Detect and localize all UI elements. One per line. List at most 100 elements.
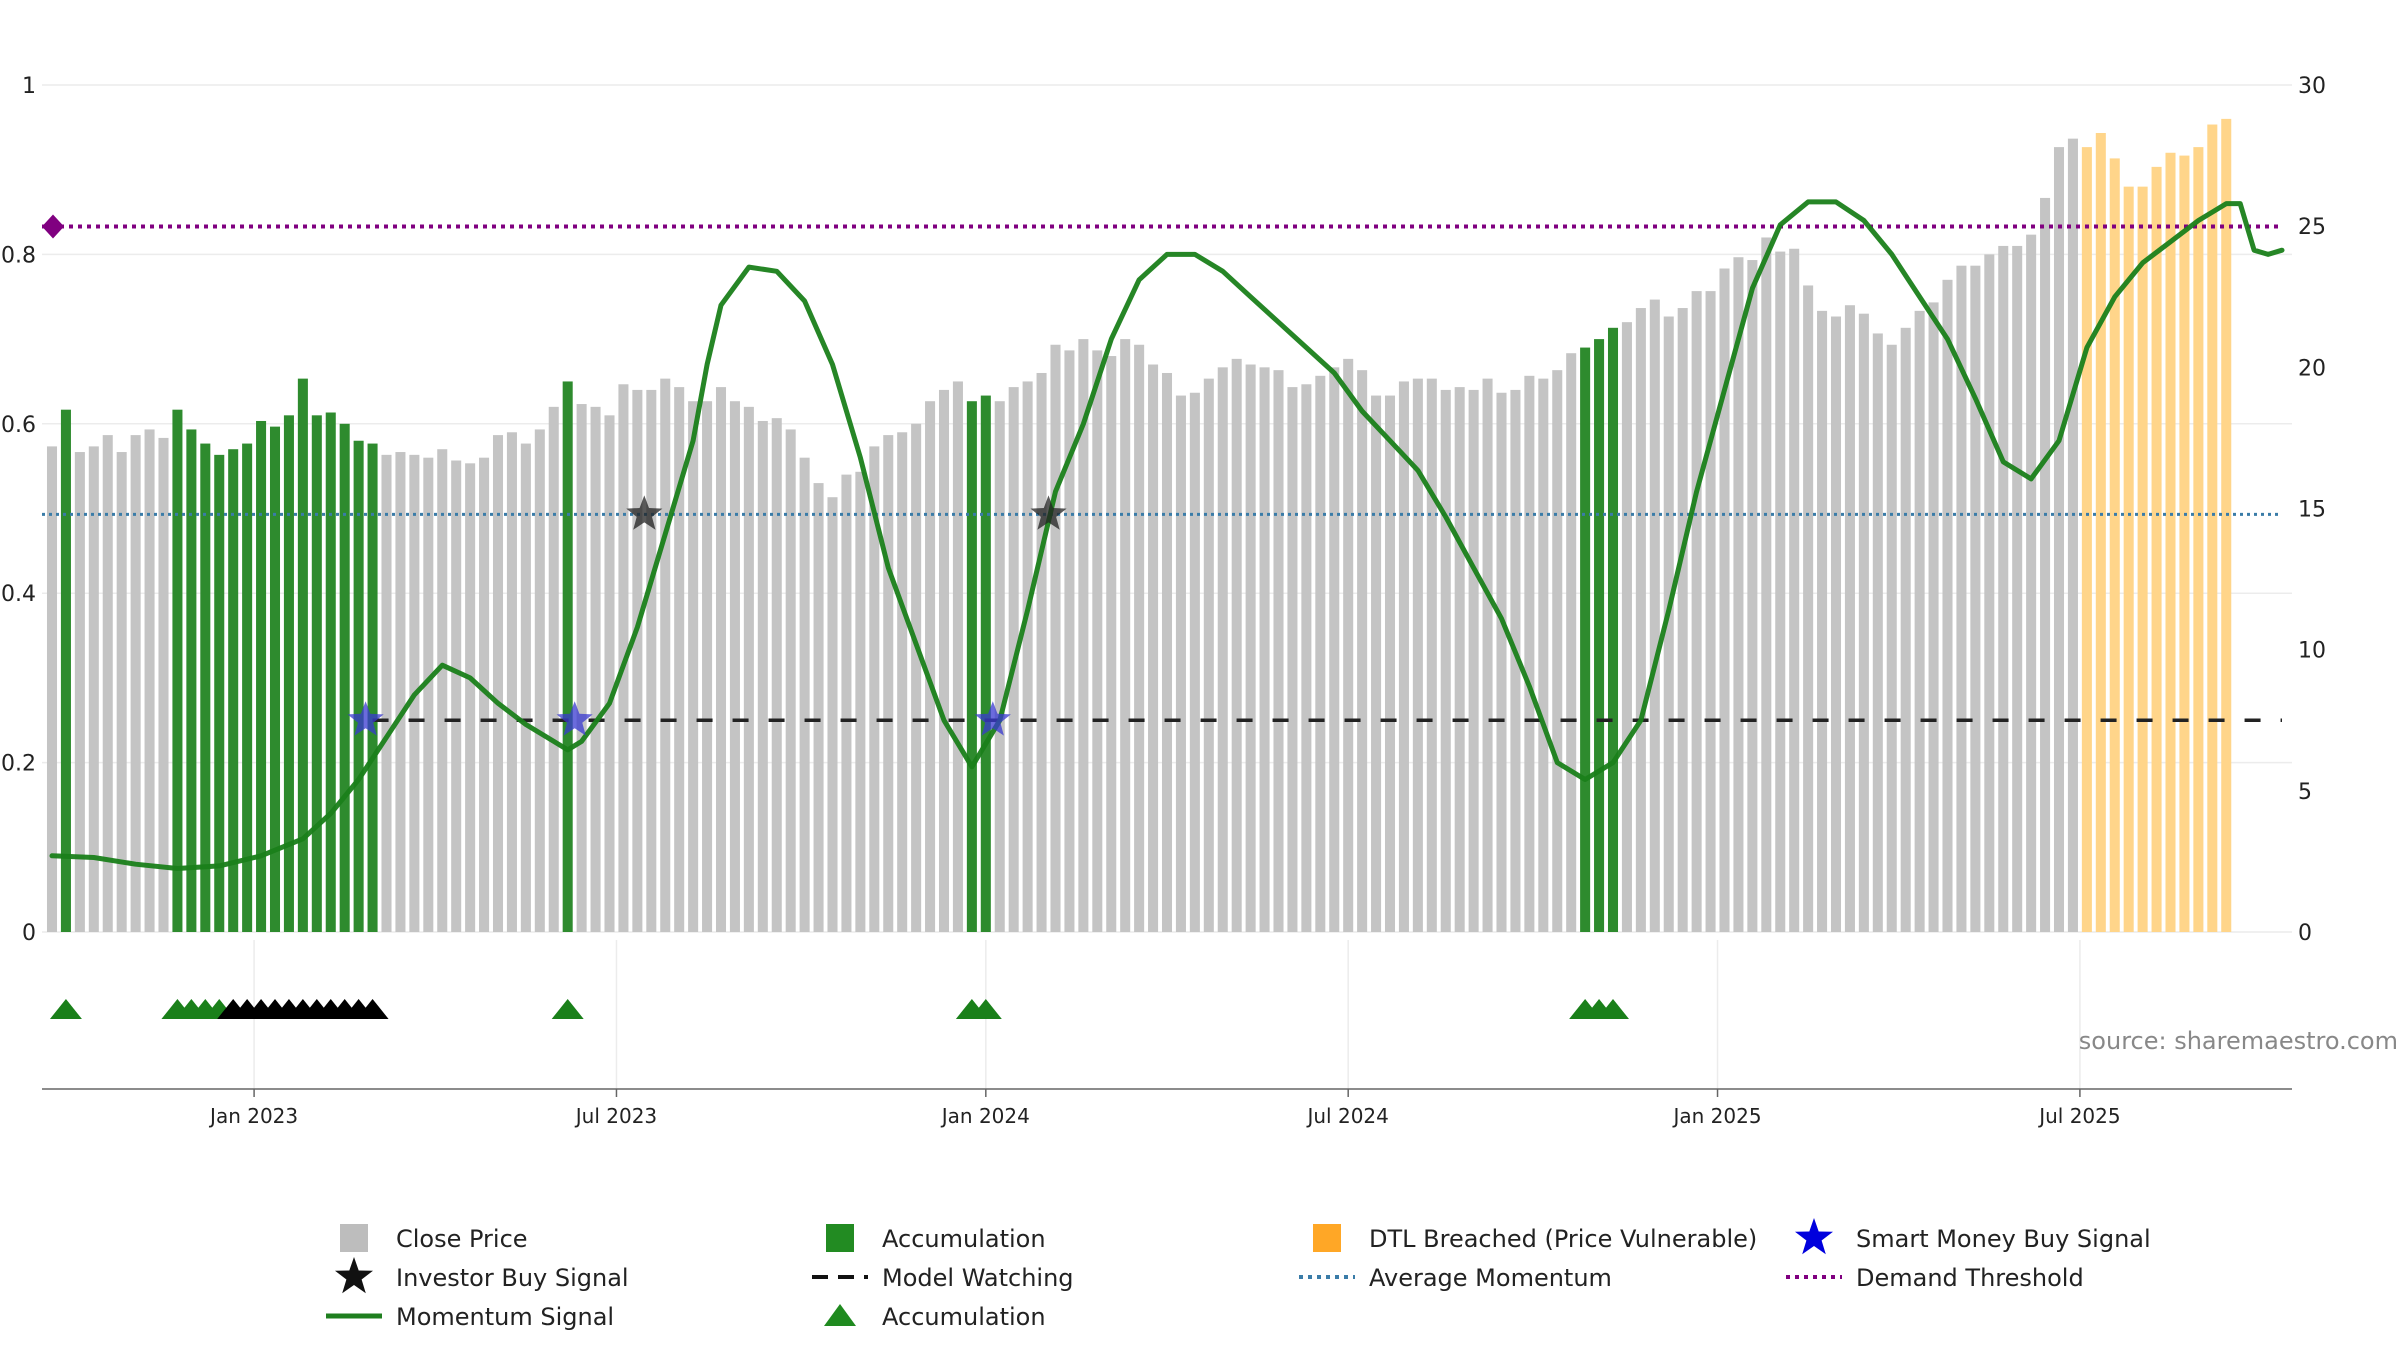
accumulation-bar xyxy=(242,443,253,932)
close-price-bar xyxy=(381,454,392,932)
dtl-breached-bar xyxy=(2095,132,2106,932)
x-axis-tick-label: Jul 2025 xyxy=(2037,1104,2120,1128)
dtl-breached-bar xyxy=(2193,147,2204,932)
legend-item: Demand Threshold xyxy=(1786,1264,2084,1292)
close-price-bar xyxy=(1161,372,1173,933)
legend-star-icon xyxy=(335,1257,373,1294)
dtl-breached-bar xyxy=(2179,155,2190,933)
close-price-bar xyxy=(1942,279,1953,932)
legend-label: Average Momentum xyxy=(1369,1264,1612,1292)
accumulation-bar xyxy=(228,449,239,932)
accumulation-bar xyxy=(966,401,977,932)
accumulation-bar xyxy=(1580,347,1591,932)
legend-label: DTL Breached (Price Vulnerable) xyxy=(1369,1225,1757,1253)
close-price-bar xyxy=(604,415,615,933)
close-price-bar xyxy=(1064,350,1075,933)
legend-label: Smart Money Buy Signal xyxy=(1856,1225,2151,1253)
close-price-bar xyxy=(1120,339,1131,933)
legend-swatch xyxy=(340,1224,368,1252)
close-price-bar xyxy=(1259,367,1270,932)
close-price-bar xyxy=(1621,322,1632,932)
right-axis-tick-label: 20 xyxy=(2298,356,2326,381)
legend-star-icon xyxy=(1795,1218,1833,1255)
close-price-bar xyxy=(1106,356,1117,932)
close-price-bar xyxy=(1719,268,1730,932)
left-axis-tick-label: 0.8 xyxy=(1,243,36,268)
close-price-bar xyxy=(799,457,810,932)
legend-label: Close Price xyxy=(396,1225,528,1253)
close-price-bar xyxy=(1566,353,1577,932)
close-price-bar xyxy=(1398,381,1409,932)
close-price-bar xyxy=(1970,265,1981,932)
close-price-bar xyxy=(144,429,155,932)
legend-item: Model Watching xyxy=(812,1264,1074,1292)
accumulation-bar xyxy=(339,423,350,932)
close-price-bar xyxy=(1357,370,1368,932)
close-price-bar xyxy=(1649,299,1660,932)
close-price-bar xyxy=(158,437,169,932)
close-price-bar xyxy=(2053,147,2065,932)
smart-money-buy-signal-star xyxy=(974,701,1011,736)
close-price-bar xyxy=(1803,285,1814,932)
close-price-bar xyxy=(785,429,796,932)
close-price-bar xyxy=(1928,302,1939,932)
close-price-bar xyxy=(548,406,559,932)
close-price-bar xyxy=(1635,308,1646,932)
legend-item: Accumulation xyxy=(824,1303,1046,1331)
close-price-bar xyxy=(938,389,950,932)
close-price-bar xyxy=(1482,378,1493,932)
right-axis-tick-label: 10 xyxy=(2298,639,2326,664)
close-price-bar xyxy=(1496,392,1507,932)
accumulation-bar xyxy=(311,415,322,933)
close-price-bar xyxy=(1830,316,1842,933)
close-price-bar xyxy=(2012,245,2023,932)
legend-item: Accumulation xyxy=(826,1224,1046,1253)
accumulation-bar xyxy=(297,378,308,932)
close-price-bar xyxy=(743,406,754,932)
close-price-bar xyxy=(492,435,504,932)
close-price-bar xyxy=(925,401,936,932)
close-price-bar xyxy=(1663,316,1674,933)
close-price-bar xyxy=(1844,305,1855,933)
close-price-bar xyxy=(1886,344,1897,932)
close-price-bar xyxy=(1677,308,1688,932)
accumulation-bar xyxy=(1607,327,1619,933)
investor-buy-signal-star xyxy=(626,495,663,530)
smart-money-buy-signal-star xyxy=(556,701,593,736)
legend-item: Investor Buy Signal xyxy=(335,1257,629,1294)
dtl-breached-bar xyxy=(2123,186,2134,932)
close-price-bar xyxy=(715,387,727,932)
close-price-bar xyxy=(479,457,490,932)
close-price-bar xyxy=(1984,254,1995,932)
close-price-bar xyxy=(1914,310,1925,932)
close-price-bar xyxy=(2026,234,2037,933)
close-price-bar xyxy=(646,389,657,932)
close-price-bar xyxy=(1329,367,1340,932)
accumulation-bar xyxy=(214,454,225,932)
indicator-lines xyxy=(42,199,2285,871)
close-price-bar xyxy=(1426,378,1437,932)
close-price-bar xyxy=(1524,375,1535,932)
close-price-bar xyxy=(395,452,406,932)
accumulation-bar xyxy=(1594,339,1605,933)
close-price-bar xyxy=(74,452,85,932)
close-price-bar xyxy=(506,432,517,932)
close-price-bar xyxy=(1747,260,1758,933)
legend-item: Smart Money Buy Signal xyxy=(1795,1218,2151,1255)
close-price-bar xyxy=(1552,370,1563,932)
close-price-bar xyxy=(1705,291,1716,932)
close-price-bar xyxy=(1343,358,1354,932)
close-price-bar xyxy=(702,401,713,932)
legend-label: Accumulation xyxy=(882,1303,1046,1331)
close-price-bar xyxy=(1817,310,1828,932)
x-axis-tick-label: Jul 2024 xyxy=(1305,1104,1388,1128)
dtl-breached-bar xyxy=(2221,118,2232,932)
close-price-bar xyxy=(1189,392,1200,932)
close-price-bar xyxy=(1412,378,1423,932)
close-price-bar xyxy=(688,401,699,932)
close-price-bar xyxy=(130,435,141,932)
close-price-bar xyxy=(1872,333,1883,932)
left-axis-tick-label: 0.6 xyxy=(1,413,36,438)
left-axis-tick-label: 1 xyxy=(22,74,36,99)
